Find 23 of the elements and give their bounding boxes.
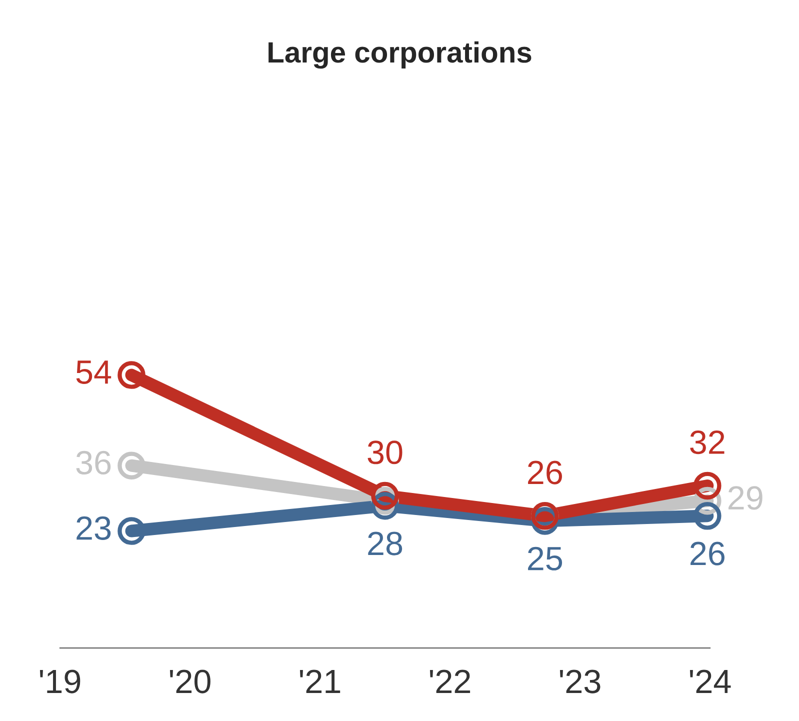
x-tick-label: '24 bbox=[690, 670, 731, 693]
x-tick-label: '21 bbox=[300, 670, 340, 693]
point bbox=[371, 482, 399, 510]
point bbox=[118, 517, 146, 545]
data-label: 26 bbox=[528, 460, 562, 484]
data-label: 32 bbox=[690, 430, 724, 454]
data-label: 23 bbox=[76, 516, 111, 540]
point bbox=[118, 452, 146, 480]
data-label: 25 bbox=[528, 546, 562, 570]
x-tick-label: '20 bbox=[170, 670, 210, 694]
data-label: 54 bbox=[76, 360, 112, 384]
data-label: 29 bbox=[728, 486, 762, 510]
point bbox=[694, 502, 722, 530]
data-label: 26 bbox=[690, 542, 724, 566]
point bbox=[694, 472, 722, 500]
x-tick-label: '19 bbox=[40, 670, 80, 694]
point bbox=[118, 361, 146, 389]
chart-title: Large corporations bbox=[268, 41, 532, 69]
data-label: 30 bbox=[368, 440, 402, 464]
data-label: 28 bbox=[368, 532, 402, 556]
data-label: 36 bbox=[76, 450, 111, 475]
x-tick-label: '23 bbox=[560, 670, 600, 694]
x-tick-label: '22 bbox=[430, 670, 470, 693]
